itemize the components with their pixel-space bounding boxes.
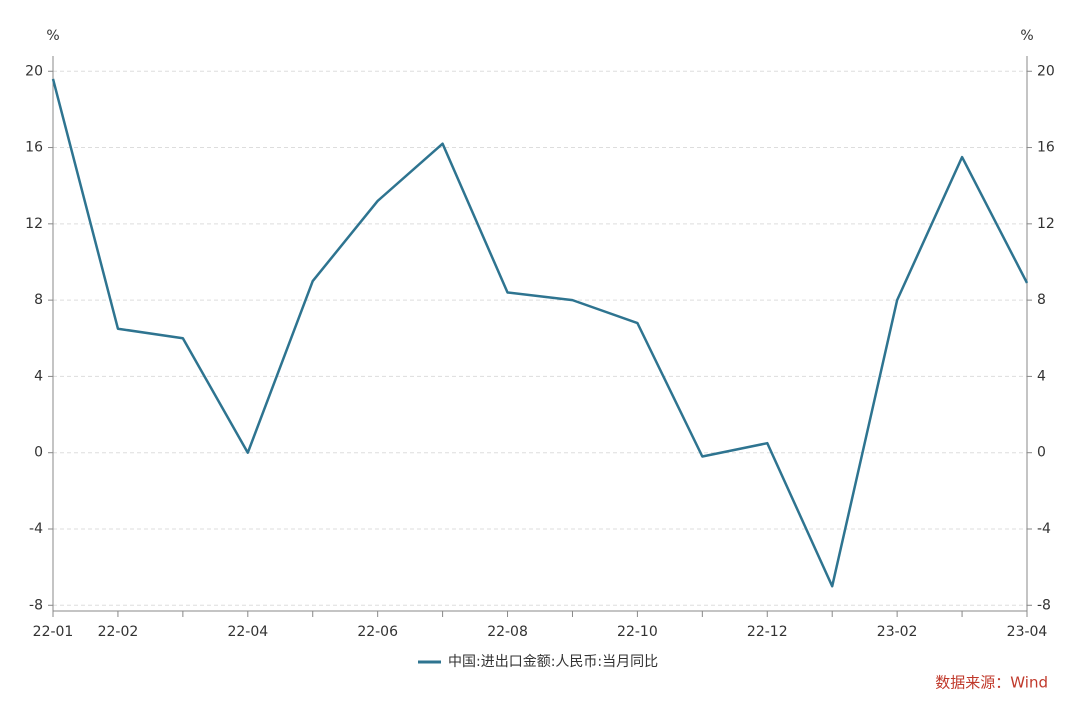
x-tick-label: 22-10 — [617, 624, 658, 640]
x-tick-label: 22-01 — [33, 624, 74, 640]
y2-tick-label: 16 — [1037, 140, 1055, 156]
source-note: 数据来源：Wind — [935, 674, 1048, 692]
y-tick-label: 4 — [34, 368, 43, 384]
y-tick-label: 0 — [34, 445, 43, 461]
x-tick-label: 22-12 — [747, 624, 788, 640]
y-tick-label: -8 — [29, 597, 43, 613]
data-line — [51, 78, 1029, 588]
y2-tick-label: -8 — [1037, 597, 1051, 613]
y2-tick-label: 8 — [1037, 292, 1046, 308]
y-tick-label: 8 — [34, 292, 43, 308]
y2-tick-label: 12 — [1037, 216, 1055, 232]
x-tick-label: 23-04 — [1007, 624, 1048, 640]
y2-axis-label: % — [1020, 28, 1033, 44]
x-tick-label: 22-04 — [227, 624, 268, 640]
y2-tick-label: 0 — [1037, 445, 1046, 461]
y2-tick-label: 4 — [1037, 368, 1046, 384]
y2-tick-label: -4 — [1037, 521, 1051, 537]
x-tick-label: 22-02 — [98, 624, 139, 640]
y-tick-label: 12 — [25, 216, 43, 232]
y-tick-label: -4 — [29, 521, 43, 537]
y-tick-label: 20 — [25, 63, 43, 79]
y-tick-label: 16 — [25, 140, 43, 156]
x-tick-label: 22-08 — [487, 624, 528, 640]
y2-tick-label: 20 — [1037, 63, 1055, 79]
x-tick-label: 23-02 — [877, 624, 918, 640]
y-axis-label: % — [46, 28, 59, 44]
x-tick-label: 22-06 — [357, 624, 398, 640]
legend-label: 中国:进出口金额:人民币:当月同比 — [448, 654, 658, 670]
